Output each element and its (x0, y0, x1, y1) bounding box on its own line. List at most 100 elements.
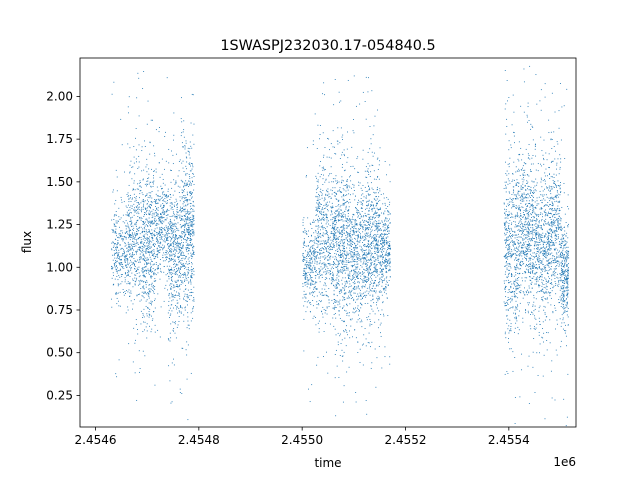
data-point (161, 247, 163, 248)
data-point (117, 255, 119, 257)
data-point (337, 263, 339, 265)
data-point (345, 255, 347, 256)
data-point (138, 155, 140, 157)
data-point (359, 218, 361, 219)
data-point (191, 273, 193, 274)
data-point (309, 292, 311, 294)
data-point (374, 248, 376, 250)
data-point (151, 229, 153, 231)
data-point (375, 178, 377, 180)
data-point (182, 181, 184, 183)
data-point (333, 236, 334, 238)
data-point (116, 222, 118, 224)
data-point (168, 246, 170, 248)
data-point (365, 118, 367, 120)
data-point (355, 224, 357, 226)
data-point (138, 350, 140, 352)
data-point (168, 148, 170, 150)
data-point (128, 231, 130, 233)
data-point (133, 263, 135, 265)
data-point (309, 254, 310, 256)
data-point (387, 263, 389, 264)
data-point (314, 260, 316, 262)
data-point (342, 299, 344, 301)
data-point (130, 292, 132, 294)
data-point (306, 255, 307, 257)
data-point (181, 196, 183, 198)
data-point (349, 230, 351, 232)
data-point (344, 241, 345, 243)
data-point (339, 252, 341, 254)
data-point (318, 233, 320, 235)
data-point (153, 170, 154, 172)
data-point (311, 277, 313, 279)
data-point (315, 270, 317, 271)
data-point (366, 276, 368, 278)
data-point (379, 190, 381, 192)
data-point (330, 219, 332, 221)
data-point (186, 247, 188, 248)
data-point (187, 230, 189, 231)
data-point (349, 337, 351, 339)
data-point (385, 267, 387, 269)
data-point (143, 203, 145, 205)
data-point (368, 171, 369, 173)
data-point (344, 265, 346, 267)
data-point (363, 243, 365, 245)
data-point (188, 213, 190, 215)
data-point (350, 180, 352, 182)
data-point (168, 305, 170, 307)
data-point (376, 357, 378, 359)
data-point (150, 276, 152, 278)
data-point (179, 236, 181, 237)
data-point (136, 240, 137, 242)
data-point (159, 241, 161, 243)
data-point (353, 232, 355, 234)
data-point (377, 244, 379, 246)
data-point (365, 195, 367, 197)
data-point (303, 256, 305, 258)
data-point (121, 275, 123, 277)
data-point (377, 327, 379, 329)
data-point (154, 286, 156, 287)
data-point (320, 161, 322, 162)
data-point (367, 259, 369, 261)
data-point (382, 245, 384, 247)
data-point (191, 243, 193, 245)
data-point (129, 220, 131, 222)
data-point (388, 247, 389, 249)
data-point (178, 235, 180, 237)
data-point (158, 220, 160, 221)
data-point (338, 244, 340, 246)
data-point (335, 210, 337, 212)
data-point (311, 235, 312, 237)
data-point (303, 238, 305, 240)
data-point (305, 272, 307, 274)
data-point (119, 269, 121, 271)
data-point (119, 258, 120, 260)
data-point (178, 292, 180, 294)
data-point (137, 269, 139, 271)
data-point (130, 248, 132, 250)
data-point (384, 291, 386, 293)
data-point (326, 270, 328, 272)
data-point (168, 270, 170, 271)
data-point (354, 289, 356, 290)
data-point (115, 252, 117, 254)
data-point (137, 259, 139, 261)
data-point (131, 198, 133, 200)
data-point (152, 318, 154, 320)
data-point (116, 251, 118, 253)
data-point (323, 168, 325, 170)
data-point (341, 308, 343, 310)
data-point (381, 270, 383, 272)
data-point (355, 268, 357, 270)
data-point (330, 166, 332, 168)
data-point (338, 214, 340, 216)
data-point (347, 219, 349, 221)
data-point (371, 341, 373, 343)
data-point (165, 236, 167, 238)
data-point (375, 196, 377, 198)
data-point (162, 247, 164, 249)
data-point (187, 209, 188, 211)
